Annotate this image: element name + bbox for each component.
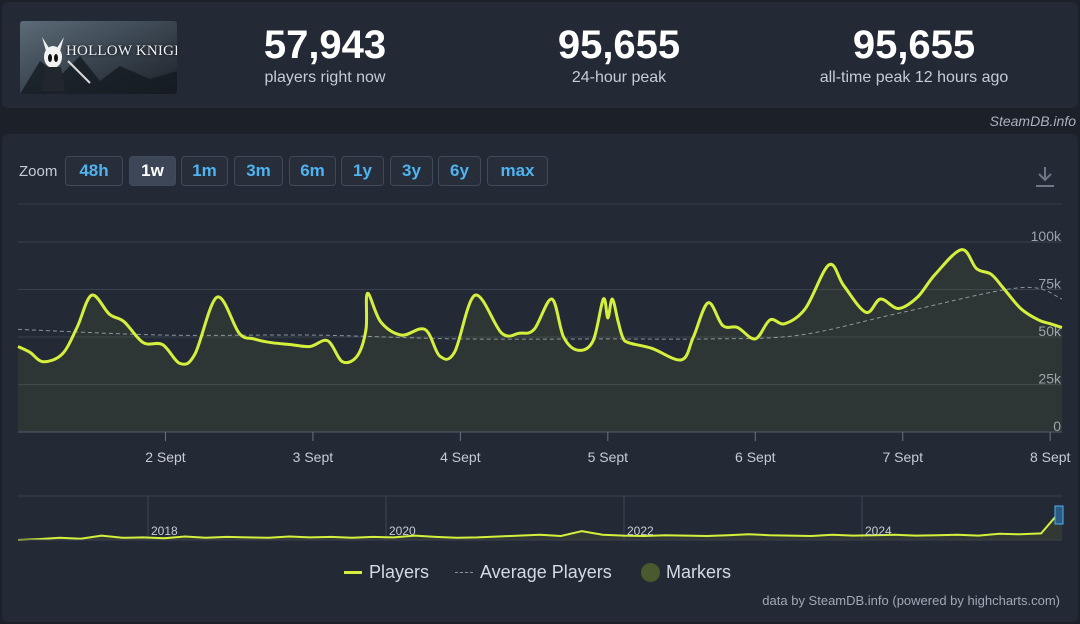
players-now-label: players right now — [264, 69, 386, 86]
chart-credit[interactable]: data by SteamDB.info (powered by highcha… — [762, 593, 1060, 608]
all-time-peak-value: 95,655 — [852, 23, 976, 67]
x-tick-label: 7 Sept — [883, 449, 924, 465]
navigator-year-label: 2022 — [627, 524, 654, 538]
zoom-label: Zoom — [19, 163, 58, 180]
players-legend-swatch — [344, 571, 362, 574]
zoom-button-1m[interactable]: 1m — [181, 156, 228, 186]
legend-players[interactable]: Players — [344, 562, 429, 583]
y-tick-label: 0 — [1053, 418, 1061, 434]
legend-markers[interactable]: Markers — [641, 562, 731, 583]
y-tick-label: 25k — [1038, 371, 1062, 387]
markers-legend-swatch — [641, 563, 660, 582]
players-area — [18, 249, 1062, 432]
average-players-line — [17, 286, 1063, 340]
zoom-button-3y[interactable]: 3y — [390, 156, 433, 186]
game-cover-art — [20, 21, 177, 94]
x-tick-label: 2 Sept — [145, 449, 186, 465]
x-tick-label: 4 Sept — [440, 449, 481, 465]
legend-average-players[interactable]: Average Players — [455, 562, 612, 583]
zoom-button-48h[interactable]: 48h — [65, 156, 123, 186]
navigator-year-label: 2018 — [151, 524, 178, 538]
game-cover-title: HOLLOW KNIGHT — [66, 43, 177, 59]
navigator-year-label: 2020 — [389, 524, 416, 538]
game-cover-image[interactable]: HOLLOW KNIGHT — [20, 21, 177, 94]
average-legend-swatch — [455, 572, 473, 573]
zoom-button-1w[interactable]: 1w — [129, 156, 176, 186]
stats-bar: HOLLOW KNIGHT 57,943 players right now 9… — [2, 2, 1078, 108]
navigator-handle[interactable] — [1054, 505, 1064, 525]
y-tick-label: 75k — [1038, 276, 1062, 292]
zoom-button-max[interactable]: max — [487, 156, 548, 186]
zoom-button-3m[interactable]: 3m — [234, 156, 283, 186]
players-line — [17, 248, 1063, 366]
legend-average-players-label: Average Players — [480, 562, 612, 582]
zoom-button-1y[interactable]: 1y — [341, 156, 384, 186]
x-tick-label: 8 Sept — [1030, 449, 1071, 465]
x-tick-label: 3 Sept — [293, 449, 334, 465]
legend-markers-label: Markers — [666, 562, 732, 582]
navigator-chart[interactable]: 2018 2020 2022 2024 — [0, 488, 1080, 548]
download-icon[interactable] — [1034, 165, 1056, 189]
chart-panel — [2, 134, 1078, 622]
stat-players-now: 57,943 players right now — [175, 22, 475, 87]
navigator-year-label: 2024 — [865, 524, 892, 538]
zoom-button-6y[interactable]: 6y — [438, 156, 481, 186]
legend-players-label: Players — [369, 562, 430, 582]
all-time-peak-label[interactable]: all-time peak 12 hours ago — [819, 69, 1009, 86]
peak-24h-label: 24-hour peak — [571, 69, 667, 86]
zoom-button-6m[interactable]: 6m — [289, 156, 336, 186]
x-tick-label: 5 Sept — [588, 449, 629, 465]
stat-all-time-peak: 95,655 all-time peak 12 hours ago — [764, 22, 1064, 87]
x-tick-label: 6 Sept — [735, 449, 776, 465]
navigator-line — [17, 508, 1063, 541]
players-now-value: 57,943 — [263, 23, 387, 67]
stat-24h-peak: 95,655 24-hour peak — [469, 22, 769, 87]
steamdb-credit-top[interactable]: SteamDB.info — [989, 113, 1076, 129]
navigator-area — [18, 509, 1062, 540]
y-tick-label: 100k — [1031, 228, 1062, 244]
peak-24h-value: 95,655 — [557, 23, 681, 67]
